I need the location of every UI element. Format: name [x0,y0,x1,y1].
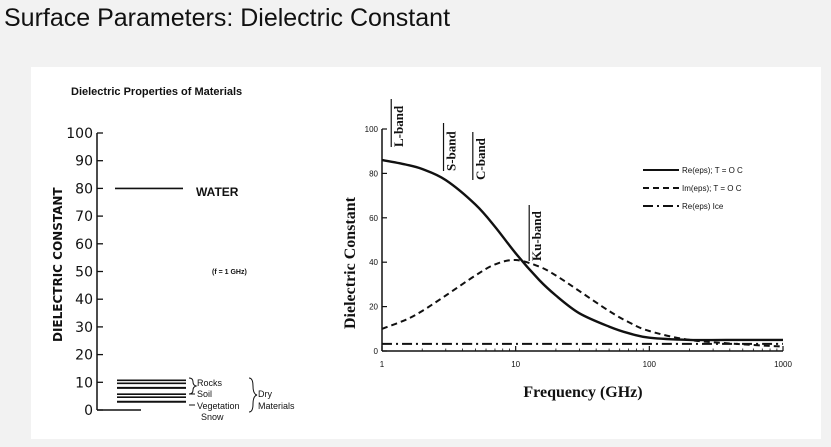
frequency-annotation: (f = 1 GHz) [212,269,247,276]
right-x-tick-label: 10 [511,360,520,369]
legend-label: Re(eps); T = O C [682,166,743,175]
band-markers: L-band S-band C-band Ku-band [390,99,544,261]
water-label: WATER [196,185,239,199]
right-y-tick-label: 20 [369,303,378,312]
legend-label: Im(eps); T = O C [682,184,742,193]
left-y-tick-label: 50 [75,265,93,281]
right-series-lines [381,158,784,348]
left-y-tick-label: 20 [75,348,93,364]
legend: Re(eps); T = O C Im(eps); T = O C Re(eps) … [643,166,743,211]
right-y-tick-label: 80 [369,169,378,178]
right-y-axis-label: Dielectric Constant [342,196,359,329]
left-y-tick-label: 90 [75,154,93,170]
band-label-l-band: L-band [391,105,406,147]
right-axis-ticks: 0 20 40 60 80 100 1 10 100 1000 [365,125,793,369]
band-label-c-band: C-band [473,137,488,180]
series-line-solid [381,158,783,342]
right-chart: Dielectric Constant Frequency (GHz) 0 20 4… [342,99,792,401]
band-label-s-band: S-band [444,130,459,171]
right-x-tick-label: 1000 [774,360,792,369]
rocks-label: Rocks [197,378,223,388]
figure-svg: Dielectric Properties of Materials DIELE… [51,86,792,422]
page-title: Surface Parameters: Dielectric Constant [4,4,451,32]
left-y-tick-label: 10 [75,375,93,391]
snow-label: Snow [201,412,224,422]
figure-panel: Dielectric Properties of Materials DIELE… [31,67,821,439]
right-y-tick-label: 60 [369,214,378,223]
left-y-tick-label: 100 [66,126,93,142]
soil-label: Soil [197,389,212,399]
left-y-ticks: 0 10 20 30 40 50 60 70 80 90 100 [66,126,103,419]
right-y-tick-label: 0 [374,347,379,356]
left-y-tick-label: 0 [84,403,93,419]
right-y-tick-label: 40 [369,258,378,267]
dry-label: Dry [258,389,272,399]
right-x-tick-label: 100 [643,360,657,369]
vegetation-label: Vegetation [197,401,240,411]
left-y-tick-label: 80 [75,181,93,197]
dry-materials-brace [248,377,258,413]
left-y-tick-label: 40 [75,292,93,308]
left-y-axis-label: DIELECTRIC CONSTANT [51,187,65,342]
left-y-tick-label: 70 [75,209,93,225]
right-y-tick-label: 100 [365,125,379,134]
left-y-tick-label: 60 [75,237,93,253]
left-chart-title: Dielectric Properties of Materials [71,86,242,98]
right-x-axis-label: Frequency (GHz) [523,384,642,401]
left-material-bars [115,187,186,403]
band-label-ku-band: Ku-band [529,210,544,261]
right-x-tick-label: 1 [380,360,385,369]
legend-label: Re(eps) Ice [682,202,724,211]
left-y-tick-label: 30 [75,320,93,336]
rocks-brace [188,377,198,395]
left-chart: Dielectric Properties of Materials DIELE… [51,86,295,422]
materials-label: Materials [258,401,295,411]
series-line-dashed [381,258,784,348]
